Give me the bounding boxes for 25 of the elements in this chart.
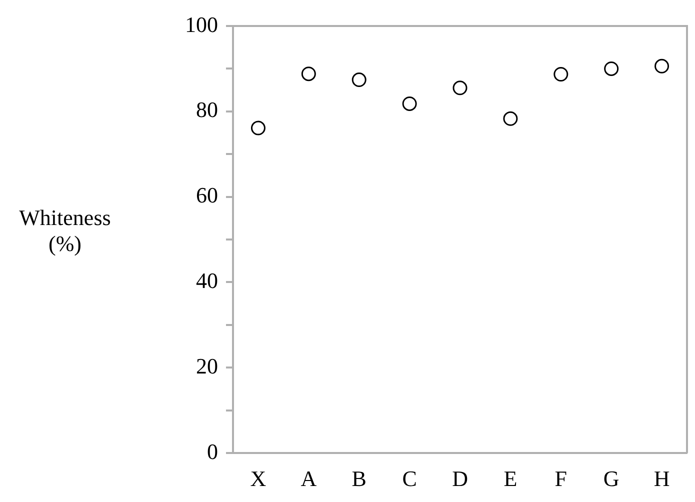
x-tick-label: X — [250, 466, 266, 491]
point — [352, 72, 366, 88]
x-tick-label: B — [352, 466, 366, 491]
point — [554, 67, 568, 82]
x-tick-label: A — [300, 466, 317, 491]
x-tick-label: D — [452, 466, 468, 491]
x-tick-label: C — [402, 466, 417, 491]
y-tick-label: 0 — [207, 438, 218, 464]
point — [503, 111, 518, 126]
point — [604, 61, 619, 76]
x-tick-label: E — [504, 466, 518, 491]
point — [654, 58, 670, 74]
point — [250, 120, 266, 136]
y-tick-label: 40 — [196, 268, 218, 293]
x-tick-label: G — [603, 466, 620, 491]
y-tick-label: 100 — [185, 12, 218, 37]
point — [402, 96, 417, 111]
y-tick-label: 80 — [196, 97, 218, 122]
y-axis-title: Whiteness (%) — [18, 205, 112, 257]
y-tick-label: 60 — [196, 182, 218, 208]
y-tick-label: 20 — [196, 353, 218, 378]
x-tick-label: H — [654, 466, 670, 491]
point — [452, 80, 468, 96]
point — [301, 66, 316, 82]
x-tick-label: F — [554, 466, 568, 491]
